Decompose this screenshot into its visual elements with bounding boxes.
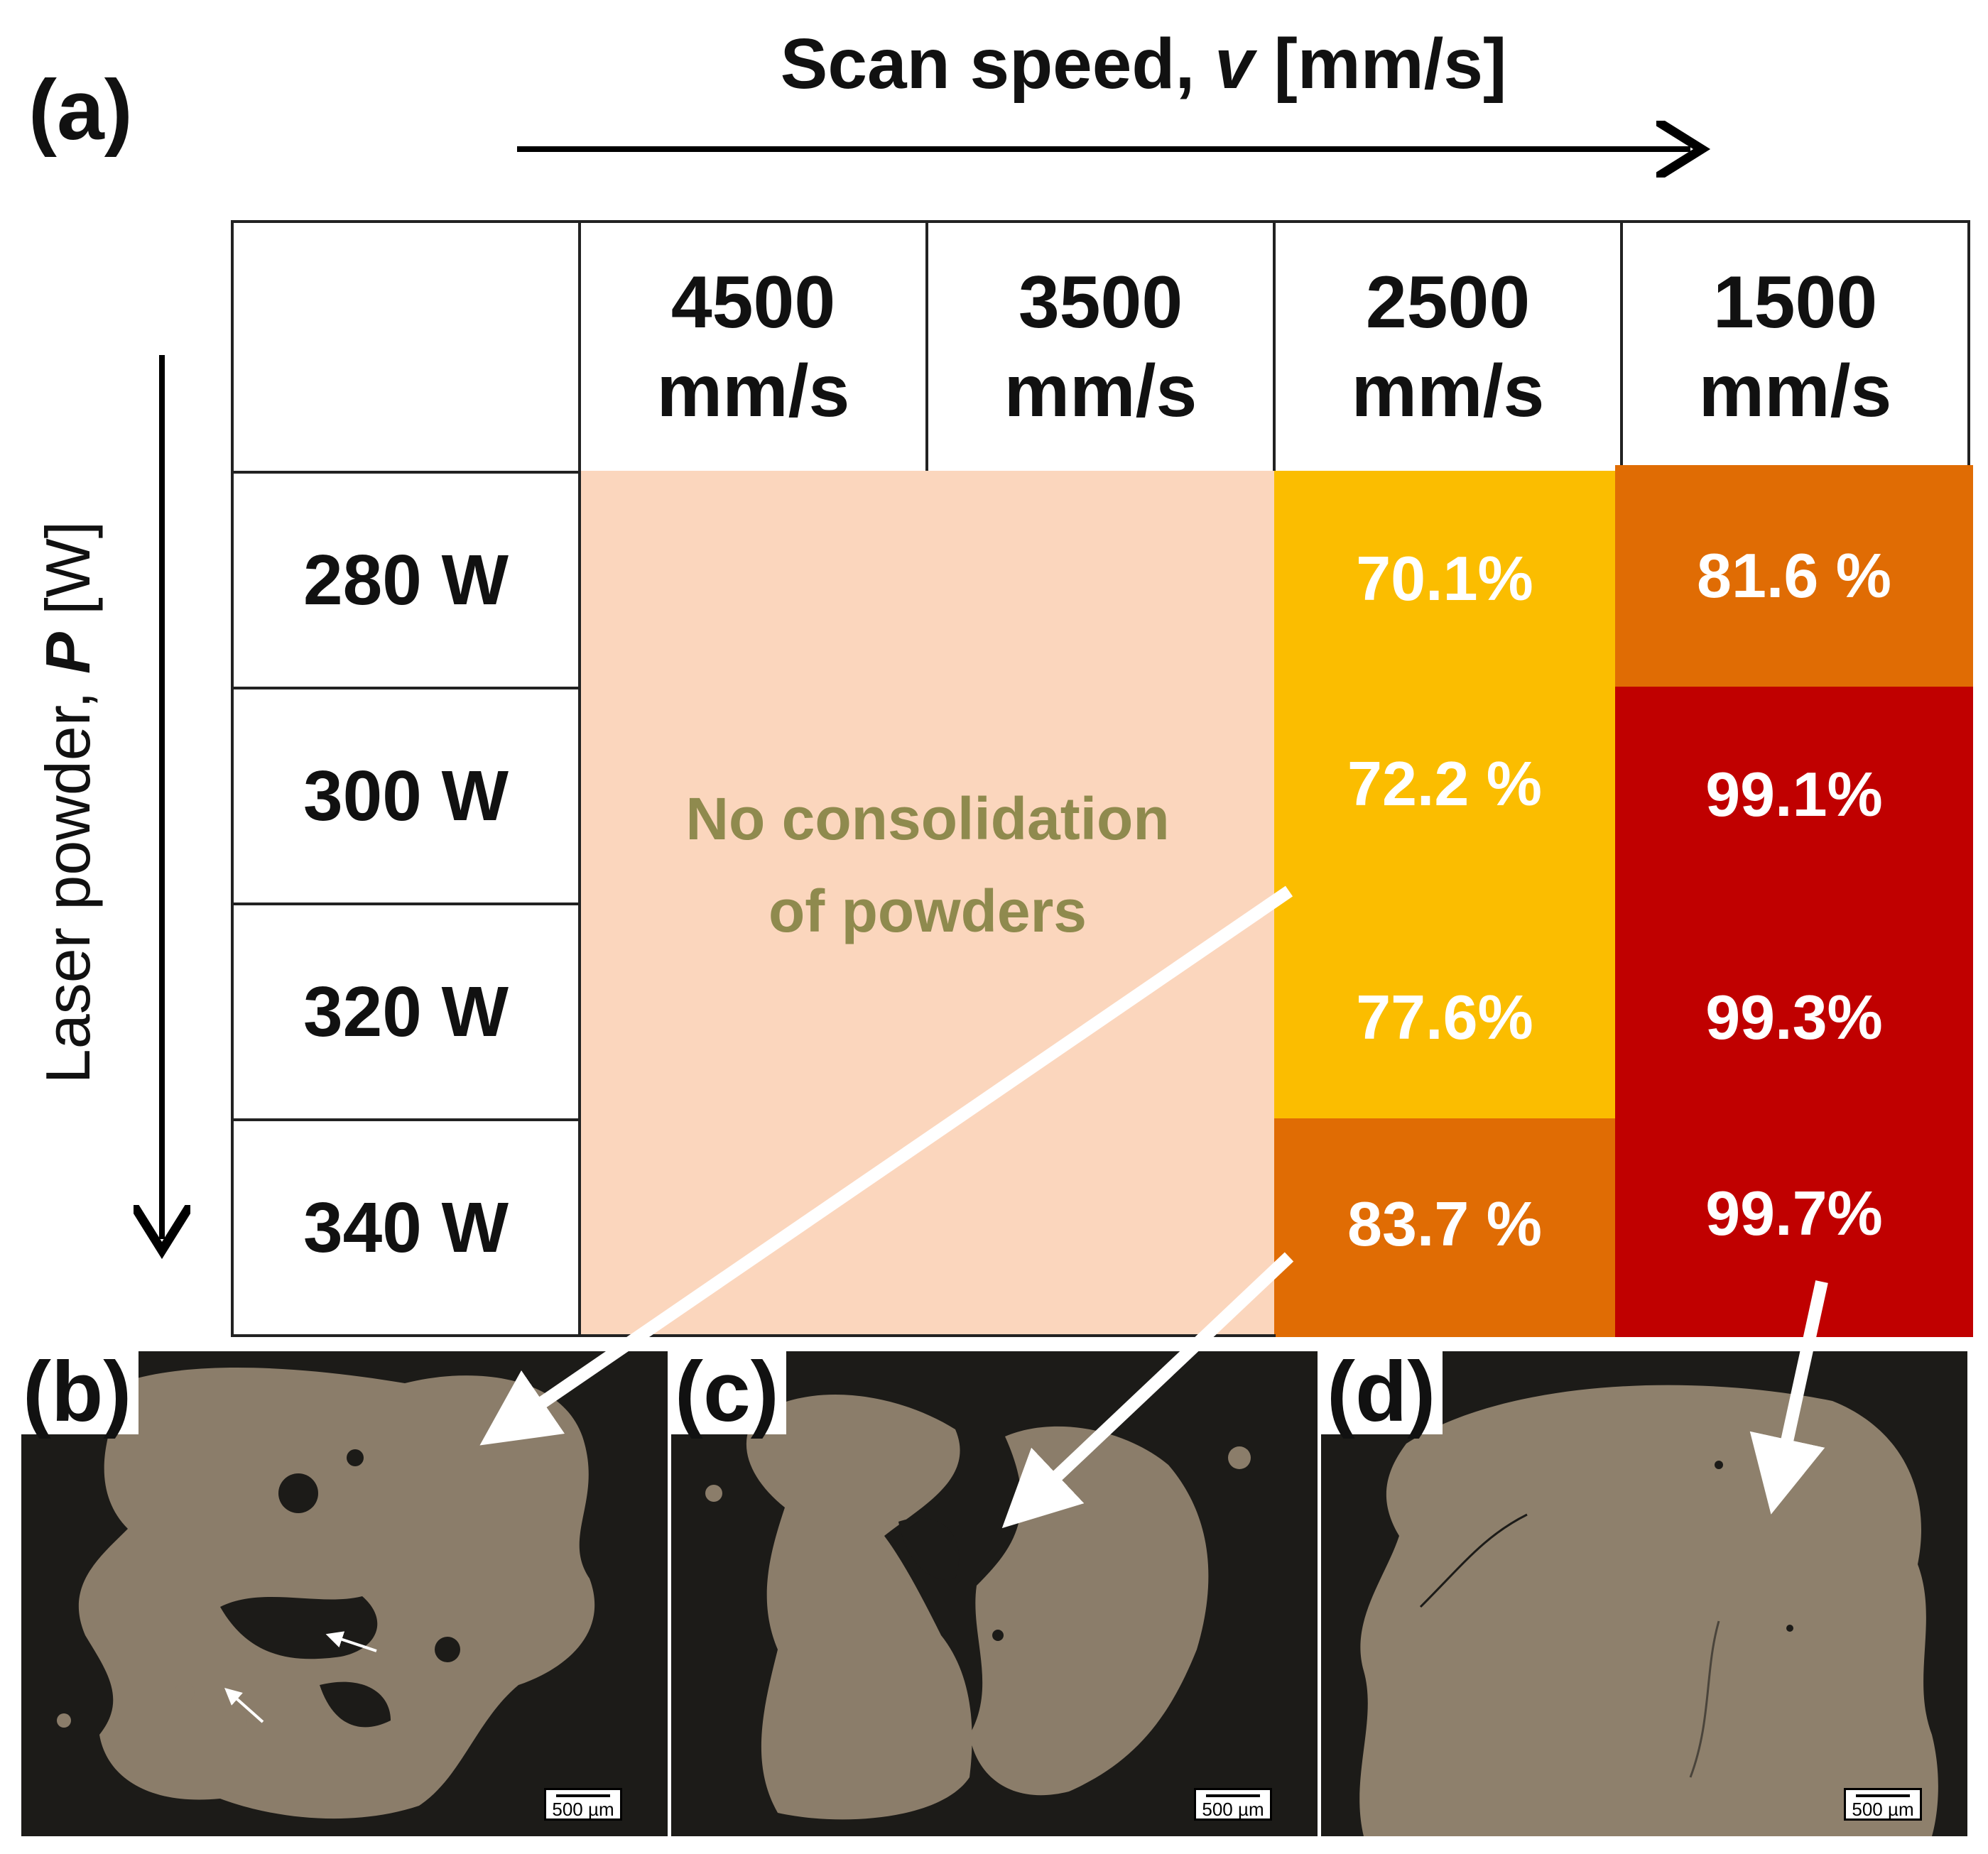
scan-speed-axis-title: Scan speed, v [mm/s] — [682, 28, 1605, 99]
arrow-to-micrograph-b — [479, 885, 1293, 1446]
panel-label-c: (c) — [668, 1349, 786, 1434]
scale-bar-label: 500 µm — [552, 1799, 614, 1820]
arrow-in-micrograph-b-2 — [224, 1688, 264, 1723]
no-consolidation-line1: No consolidation — [685, 785, 1170, 852]
panel-label-b: (b) — [16, 1349, 139, 1434]
scale-bar-line — [556, 1794, 610, 1797]
column-header-value: 2500 — [1365, 261, 1531, 344]
column-header-unit: mm/s — [1351, 349, 1545, 432]
column-header-value: 1500 — [1712, 261, 1878, 344]
scan-speed-prefix: Scan speed, — [780, 24, 1215, 104]
density-340-1500: 99.7% — [1615, 1118, 1973, 1337]
no-consolidation-region: No consolidation of powders — [581, 471, 1274, 1337]
column-header-value: 3500 — [1018, 261, 1183, 344]
scan-speed-unit: [mm/s] — [1254, 24, 1507, 104]
column-header-2500: 2500 mm/s — [1273, 220, 1623, 474]
column-header-unit: mm/s — [1698, 349, 1892, 432]
row-header-300: 300 W — [231, 687, 581, 905]
scale-bar-d: 500 µm — [1844, 1788, 1922, 1821]
density-300-2500: 72.2 % — [1274, 687, 1615, 903]
scale-bar-label: 500 µm — [1852, 1799, 1914, 1820]
density-280-1500: 81.6 % — [1615, 465, 1973, 687]
arrow-to-micrograph-c — [1001, 1252, 1294, 1529]
density-300-1500: 99.1% — [1615, 687, 1973, 903]
row-header-320: 320 W — [231, 903, 581, 1121]
no-consolidation-line2: of powders — [768, 878, 1087, 944]
arrow-to-micrograph-d — [1749, 1280, 1828, 1515]
scale-bar-label: 500 µm — [1202, 1799, 1264, 1820]
density-320-1500: 99.3% — [1615, 903, 1973, 1118]
scale-bar-b: 500 µm — [544, 1788, 622, 1821]
density-280-2500: 70.1% — [1274, 471, 1615, 687]
column-header-value: 4500 — [670, 261, 836, 344]
column-header-3500: 3500 mm/s — [925, 220, 1276, 474]
panel-label-d: (d) — [1320, 1349, 1443, 1434]
arrow-in-micrograph-b-1 — [325, 1631, 377, 1652]
row-header-340: 340 W — [231, 1118, 581, 1337]
row-header-280: 280 W — [231, 471, 581, 689]
scan-speed-variable: v — [1215, 24, 1254, 104]
density-340-2500: 83.7 % — [1274, 1118, 1615, 1337]
scale-bar-line — [1856, 1794, 1910, 1797]
process-window-table: 4500 mm/s 3500 mm/s 2500 mm/s 1500 mm/s … — [231, 220, 1973, 1337]
column-header-unit: mm/s — [656, 349, 850, 432]
scale-bar-c: 500 µm — [1194, 1788, 1272, 1821]
column-header-1500: 1500 mm/s — [1620, 220, 1970, 474]
panel-label-a: (a) — [28, 62, 133, 158]
table-bottom-border — [231, 1334, 1276, 1337]
column-header-unit: mm/s — [1004, 349, 1197, 432]
density-320-2500: 77.6% — [1274, 903, 1615, 1118]
scale-bar-line — [1206, 1794, 1260, 1797]
